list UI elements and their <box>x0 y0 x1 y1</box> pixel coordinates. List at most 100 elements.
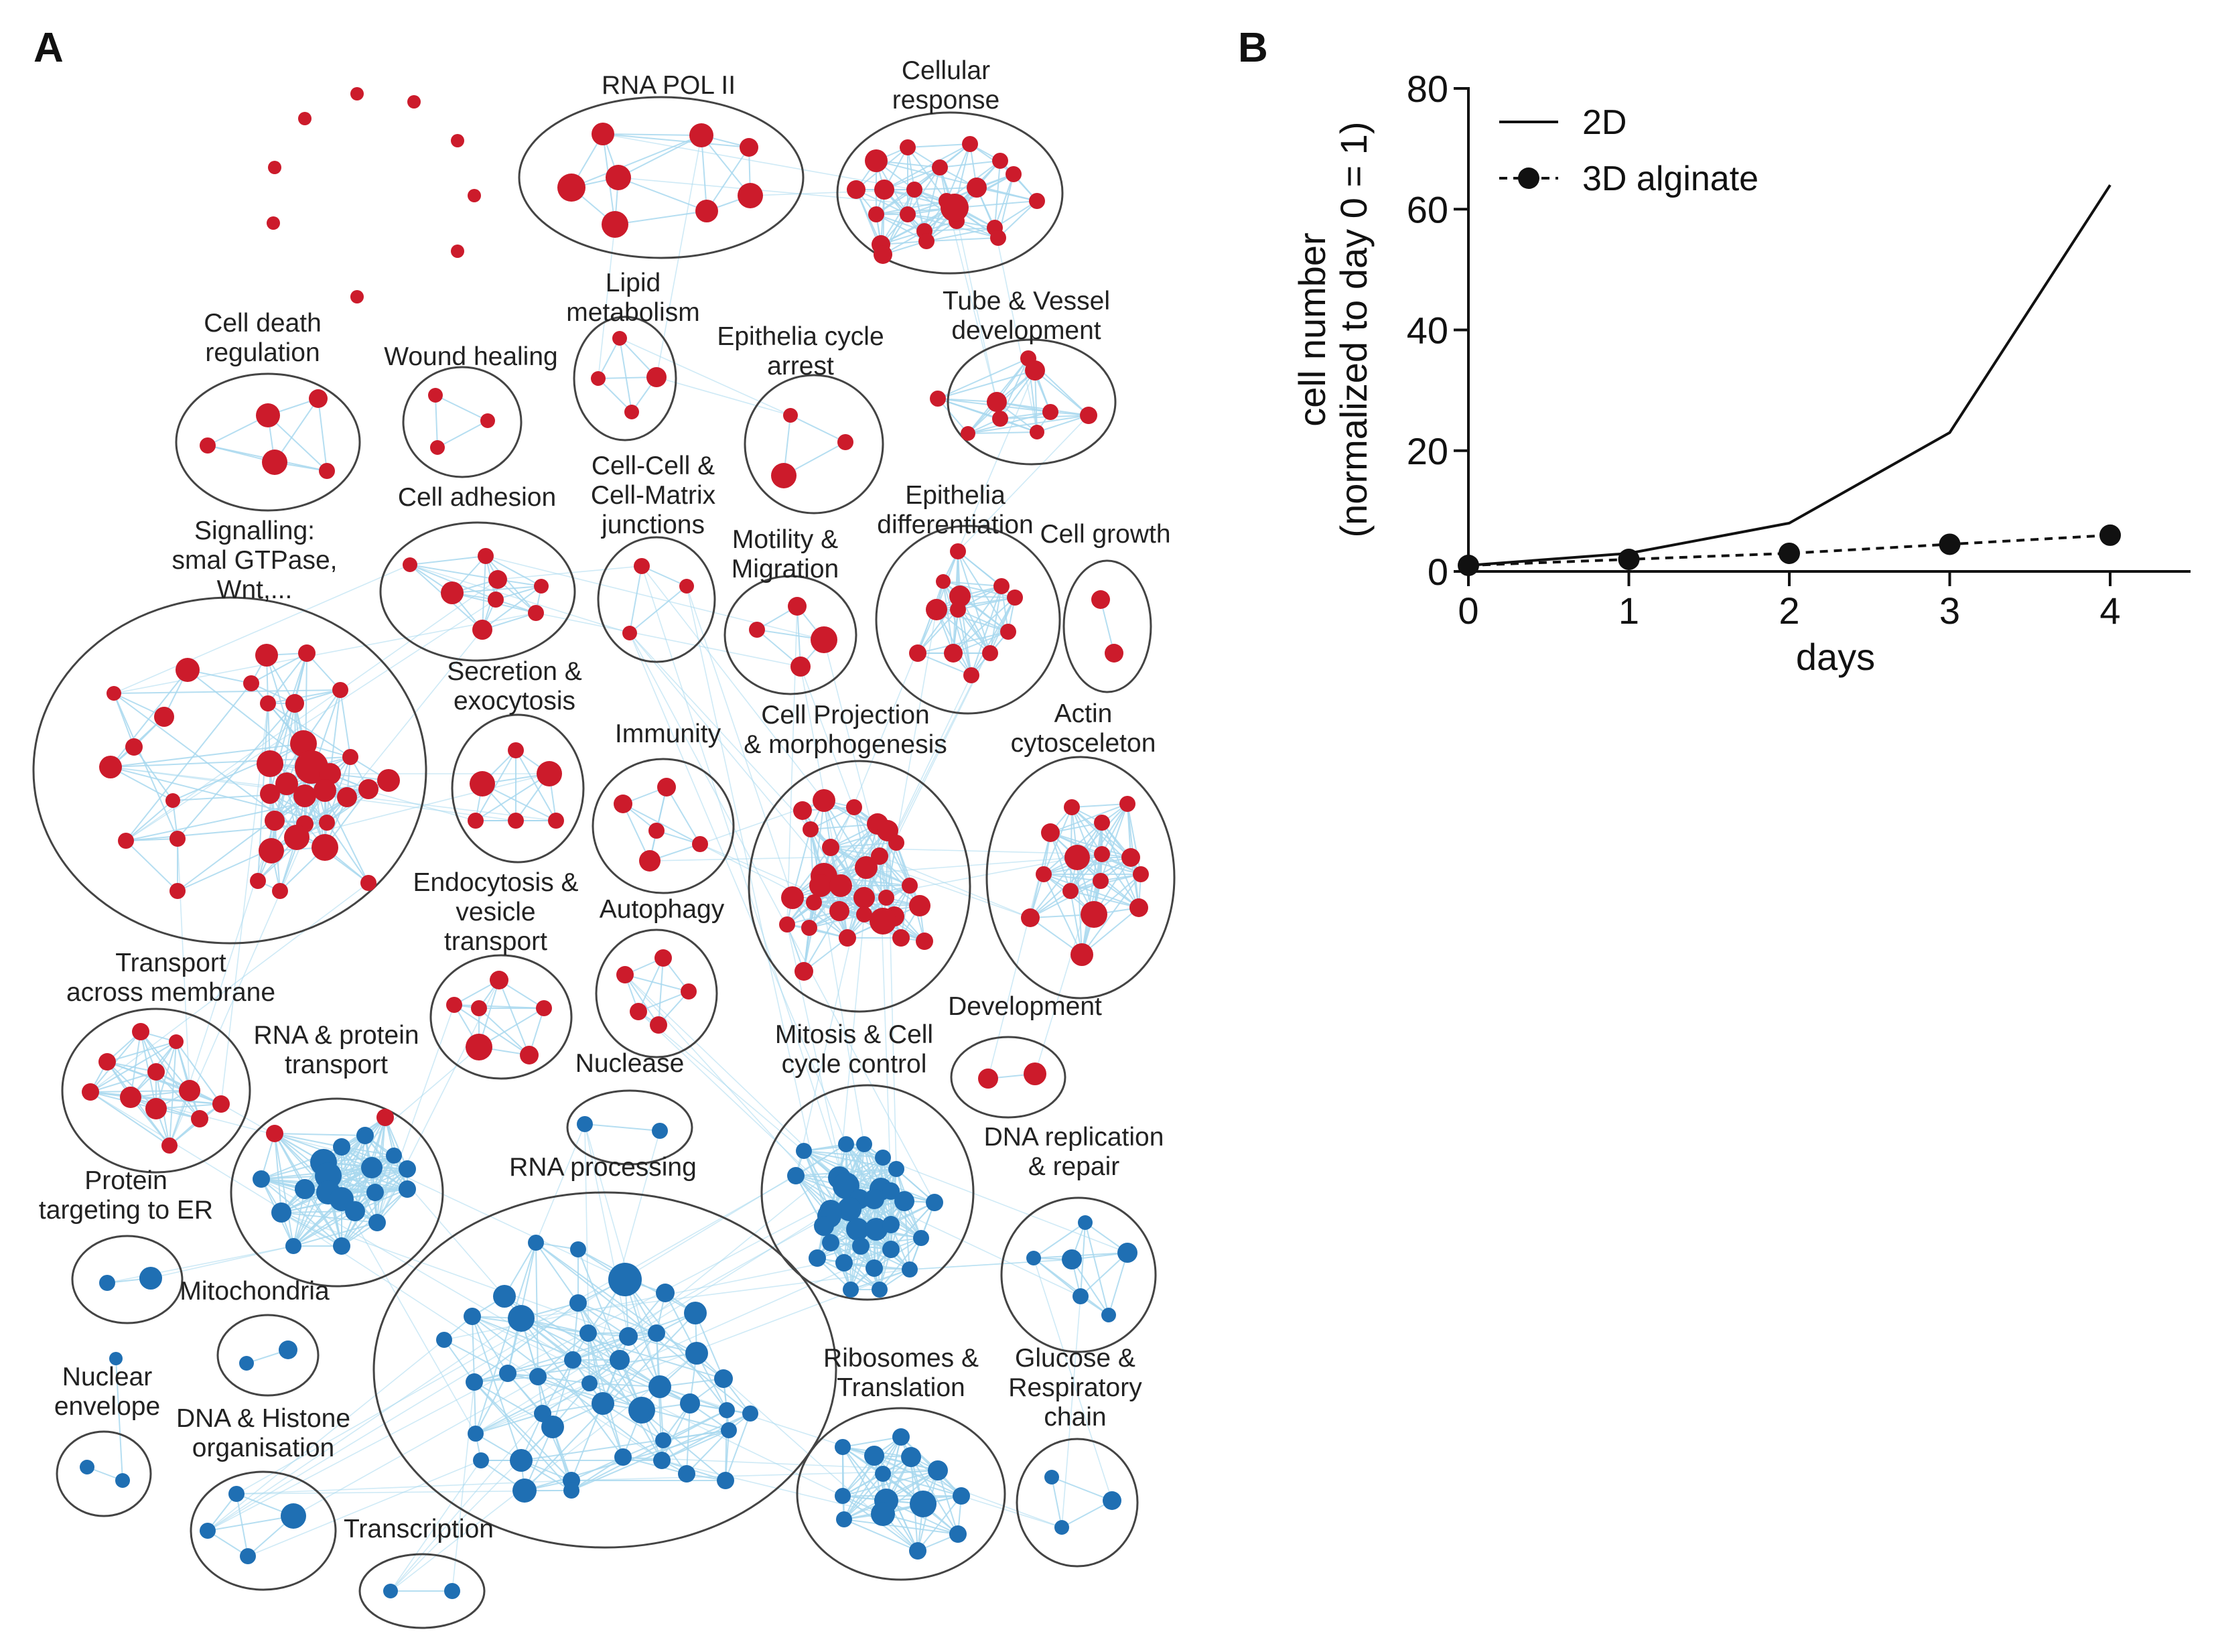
network-node <box>293 784 316 807</box>
network-node <box>846 1218 869 1241</box>
network-edge <box>957 597 1016 610</box>
network-edge <box>842 1436 902 1448</box>
network-edge <box>172 743 304 801</box>
cluster-label-line: & repair <box>1028 1152 1120 1181</box>
network-edge <box>507 1359 573 1374</box>
network-node <box>508 813 524 829</box>
network-node <box>790 657 811 677</box>
network-edge <box>409 555 486 565</box>
network-edge <box>628 1144 865 1337</box>
cluster-label-secretion-exocytosis: Secretion & exocytosis <box>447 657 582 715</box>
cluster-ellipse-endocytosis-vesicle-transport <box>429 954 573 1080</box>
network-node <box>510 1449 533 1472</box>
network-node <box>508 742 524 758</box>
cluster-label-line: Migration <box>732 555 839 583</box>
network-node <box>99 1275 115 1291</box>
network-edge <box>936 609 991 654</box>
cluster-label-line: Epithelia cycle <box>717 322 884 351</box>
cluster-ellipse-cell-death-regulation <box>175 372 361 512</box>
network-node <box>1021 908 1040 927</box>
network-node <box>1091 590 1110 609</box>
network-node <box>591 371 606 386</box>
cluster-ellipse-signalling <box>32 596 427 945</box>
network-edge <box>535 612 801 667</box>
network-edge <box>281 1212 378 1223</box>
network-node <box>1042 404 1058 420</box>
network-node <box>407 95 421 109</box>
network-edge <box>1101 803 1128 855</box>
network-edge <box>207 1144 847 1531</box>
network-node <box>864 1189 884 1209</box>
network-edge <box>318 398 328 472</box>
network-edge <box>571 135 702 188</box>
network-node <box>788 597 807 616</box>
network-edge <box>1036 415 1089 433</box>
network-node <box>835 1488 851 1504</box>
cluster-label-line: targeting to ER <box>39 1196 213 1225</box>
network-node <box>298 644 316 662</box>
cluster-label-line: development <box>951 316 1101 345</box>
network-node <box>787 1167 805 1184</box>
network-node <box>200 1523 216 1539</box>
panel-a-letter: A <box>33 25 64 71</box>
network-edge <box>917 631 1009 654</box>
network-node <box>466 1034 492 1060</box>
network-node <box>468 189 481 202</box>
x-tick-label: 0 <box>1458 590 1478 632</box>
network-node <box>250 873 266 889</box>
network-edge <box>907 147 947 202</box>
network-node <box>444 1583 460 1599</box>
network-node <box>99 756 122 778</box>
legend-2d-label: 2D <box>1582 103 1627 142</box>
network-edge <box>686 586 831 1243</box>
cluster-label-line: Development <box>948 992 1102 1021</box>
network-node <box>612 331 627 346</box>
cluster-label-wound-healing: Wound healing <box>384 342 557 371</box>
network-edge <box>261 1178 573 1361</box>
network-edge <box>535 1242 579 1304</box>
network-node <box>614 795 632 813</box>
network-edge <box>475 1359 620 1434</box>
cluster-label-line: Transcription <box>344 1515 494 1543</box>
network-node <box>888 835 904 851</box>
network-node <box>319 463 335 479</box>
network-edge <box>890 1168 897 1250</box>
cluster-ellipse-nuclear-envelope <box>56 1430 152 1517</box>
network-node <box>1026 1251 1041 1265</box>
cluster-label-cell-adhesion: Cell adhesion <box>398 483 556 512</box>
cluster-label-line: Mitochondria <box>180 1277 330 1306</box>
network-node <box>377 769 400 792</box>
network-edge <box>115 1358 123 1481</box>
network-node <box>650 1016 667 1034</box>
network-node <box>312 834 338 861</box>
network-edge <box>125 800 174 841</box>
cluster-label-line: Transport <box>115 949 226 977</box>
network-edge <box>994 227 1038 433</box>
network-node <box>1070 943 1093 966</box>
cluster-ellipse-cell-cell-matrix-junctions <box>597 536 716 663</box>
network-node <box>1006 166 1022 182</box>
cluster-ellipse-ribosomes-translation <box>796 1407 1006 1581</box>
network-edge <box>125 683 252 841</box>
network-edge <box>1033 1222 1086 1259</box>
network-edge <box>879 1237 922 1290</box>
cluster-ellipse-rna-protein-transport <box>230 1097 444 1288</box>
network-edge <box>810 823 878 830</box>
cluster-label-rna-protein-transport: RNA & protein transport <box>253 1021 419 1079</box>
network-node <box>345 1201 365 1221</box>
network-node <box>257 750 283 777</box>
cluster-label-line: Glucose & <box>1015 1344 1135 1373</box>
y-tick-label: 80 <box>1407 68 1448 110</box>
cluster-label-line: Wnt,... <box>217 575 293 604</box>
network-node <box>714 1369 733 1388</box>
network-edge <box>602 133 702 136</box>
network-node <box>508 1305 535 1332</box>
network-node <box>992 411 1008 427</box>
y-tick-label: 60 <box>1407 188 1448 230</box>
network-edge <box>107 1061 222 1105</box>
network-edge <box>943 581 972 676</box>
network-edge <box>293 1222 378 1247</box>
network-node <box>793 801 812 820</box>
network-edge <box>842 1470 939 1497</box>
cluster-ellipse-actin-cytosceleton <box>985 756 1176 1000</box>
